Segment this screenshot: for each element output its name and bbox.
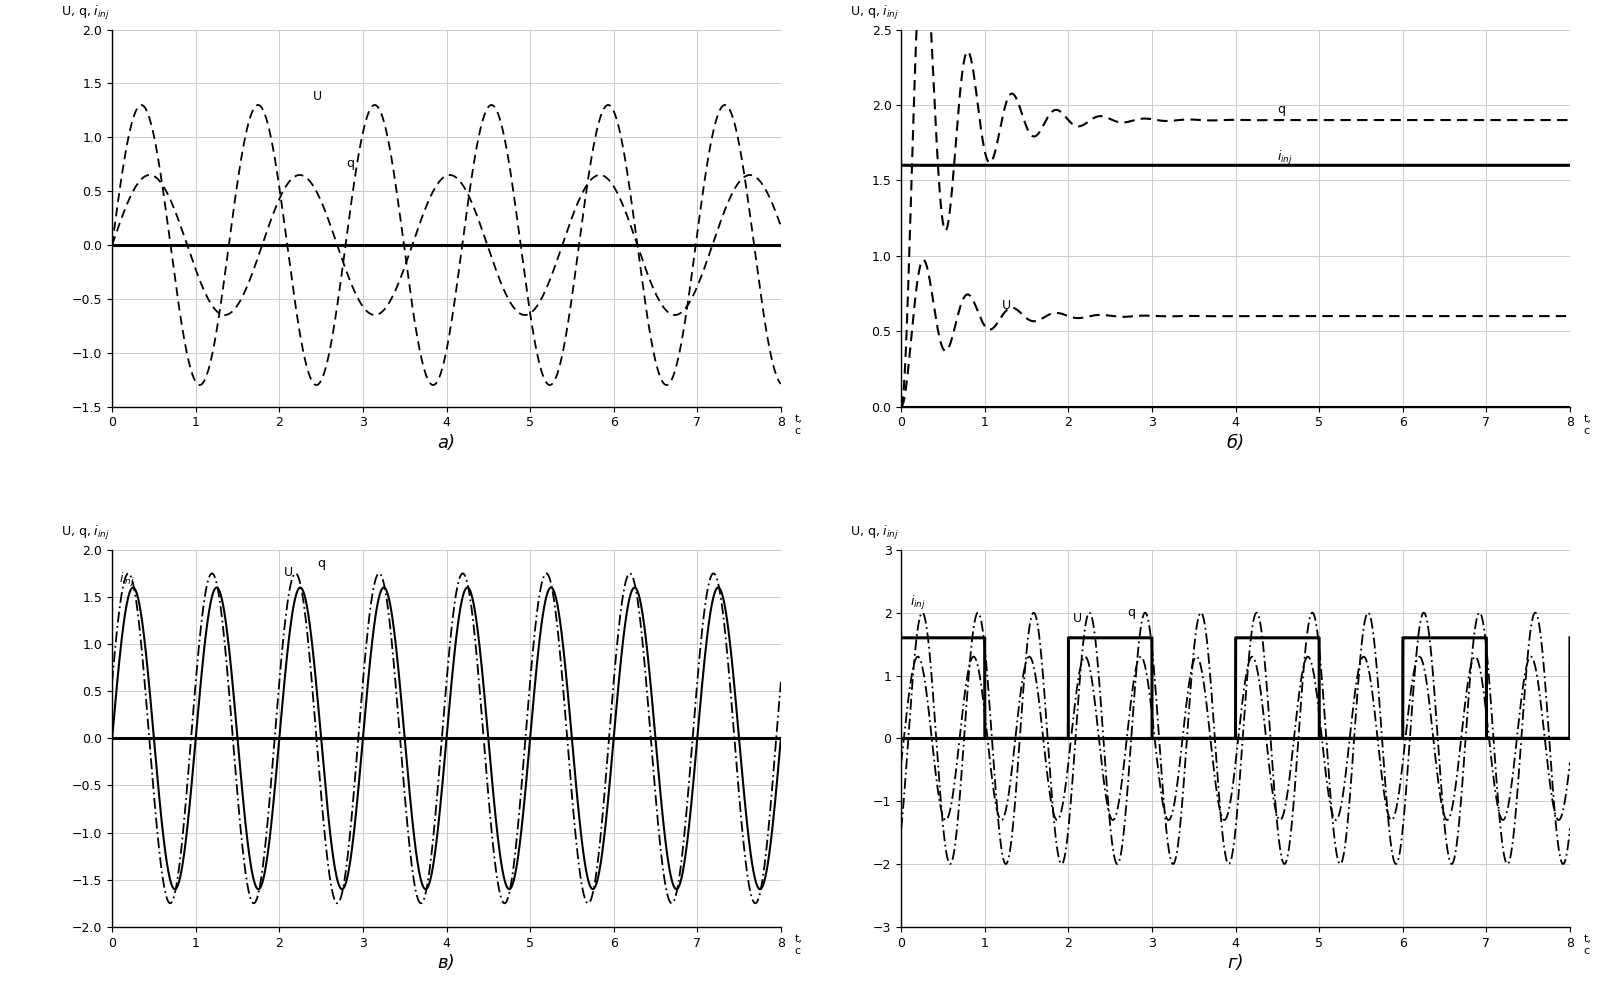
Text: t,
c: t, c <box>795 935 803 956</box>
Text: U: U <box>1073 612 1081 625</box>
Text: t,
c: t, c <box>1583 935 1591 956</box>
Text: $i_{inj}$: $i_{inj}$ <box>910 595 926 612</box>
Text: q: q <box>1126 605 1134 619</box>
Text: t,
c: t, c <box>1583 414 1591 436</box>
Text: t,
c: t, c <box>795 414 803 436</box>
Text: $i_{inj}$: $i_{inj}$ <box>119 571 135 589</box>
Text: а): а) <box>437 434 455 452</box>
Text: U: U <box>312 90 322 103</box>
Text: г): г) <box>1227 954 1243 972</box>
Y-axis label: U, q, $i_{inj}$: U, q, $i_{inj}$ <box>61 525 111 542</box>
Text: в): в) <box>437 954 455 972</box>
Y-axis label: U, q, $i_{inj}$: U, q, $i_{inj}$ <box>851 4 899 22</box>
Text: б): б) <box>1227 434 1245 452</box>
Text: q: q <box>317 557 325 570</box>
Text: q: q <box>1277 103 1285 115</box>
Text: $i_{inj}$: $i_{inj}$ <box>1277 149 1293 167</box>
Text: U: U <box>284 566 293 579</box>
Y-axis label: U, q, $i_{inj}$: U, q, $i_{inj}$ <box>61 4 111 22</box>
Text: U: U <box>1001 299 1011 312</box>
Text: q: q <box>346 158 354 171</box>
Y-axis label: U, q, $i_{inj}$: U, q, $i_{inj}$ <box>851 525 899 542</box>
